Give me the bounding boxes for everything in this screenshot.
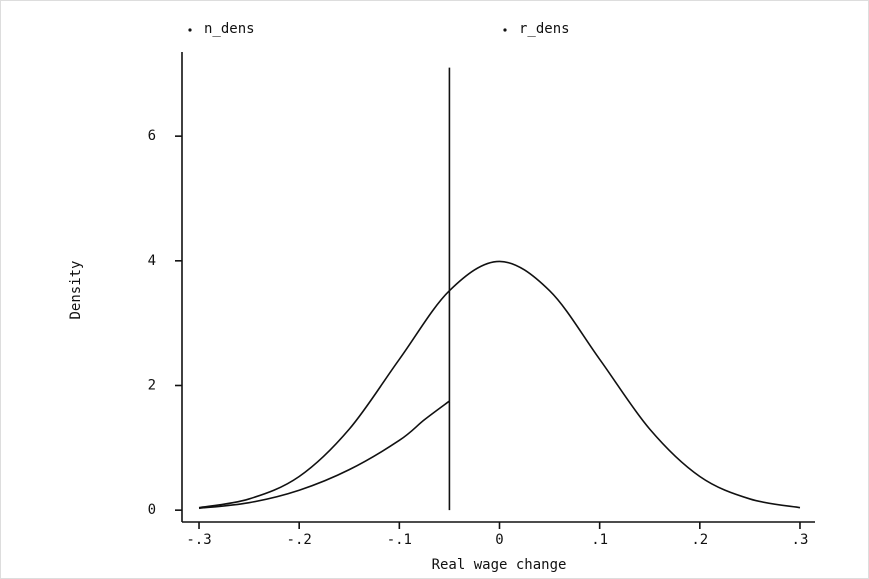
x-tick-label: 0 — [495, 532, 503, 548]
y-axis-title: Density — [68, 260, 84, 319]
x-axis-title: Real wage change — [432, 557, 567, 573]
legend-marker — [188, 28, 192, 32]
x-tick-label: .2 — [691, 532, 708, 548]
legend-label: n_dens — [204, 21, 255, 37]
x-tick-label: -.2 — [287, 532, 312, 548]
x-tick-label: -.3 — [186, 532, 211, 548]
x-tick-label: -.1 — [387, 532, 412, 548]
y-tick-label: 4 — [148, 253, 156, 269]
x-tick-label: .3 — [792, 532, 809, 548]
y-tick-label: 6 — [148, 128, 156, 144]
series-line — [198, 67, 451, 511]
series-line — [198, 260, 801, 509]
legend-marker — [503, 28, 507, 32]
x-tick-label: .1 — [591, 532, 608, 548]
y-tick-label: 0 — [148, 502, 156, 518]
legend-label: r_dens — [519, 21, 570, 37]
y-tick-label: 2 — [148, 377, 156, 393]
